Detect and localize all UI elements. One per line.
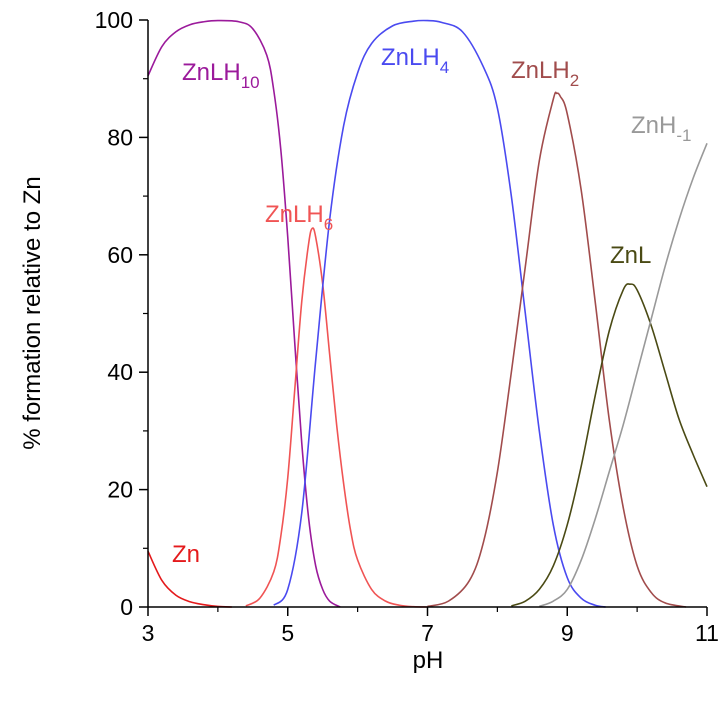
y-tick-label: 100	[95, 7, 133, 33]
series-label-znlh6: ZnLH6	[265, 201, 333, 234]
series-label-znlh10: ZnLH10	[182, 59, 260, 92]
series-label-subscript: 6	[324, 215, 333, 234]
series-layer	[147, 19, 708, 608]
series-label-main: ZnLH	[265, 201, 324, 228]
y-tick-label: 80	[107, 124, 133, 150]
x-axis-title: pH	[413, 647, 444, 674]
series-label-znlh2: ZnLH2	[511, 57, 579, 90]
series-label-znl: ZnL	[610, 242, 651, 269]
y-tick-label: 60	[107, 242, 133, 268]
series-label-main: ZnL	[610, 242, 651, 269]
series-line-znlh10	[147, 19, 341, 608]
x-tick-label: 7	[421, 620, 434, 646]
series-label-main: ZnLH	[381, 44, 440, 71]
axes-layer: 0 20 40 60 80 100 3 5 7 9 11	[95, 7, 719, 646]
series-label-subscript: 2	[570, 71, 579, 90]
y-tick-label: 40	[107, 359, 133, 385]
series-label-main: ZnH	[631, 112, 676, 139]
y-axis-title: % formation relative to Zn	[19, 176, 46, 449]
x-tick-label: 9	[561, 620, 574, 646]
x-tick-label: 5	[281, 620, 294, 646]
series-label-zn: Zn	[172, 541, 200, 568]
series-line-znlh4	[273, 19, 606, 608]
series-label-znh1: ZnH-1	[631, 112, 691, 145]
series-label-subscript: -1	[676, 126, 691, 145]
series-line-znl	[511, 283, 708, 607]
x-tick-label: 11	[695, 620, 719, 646]
x-tick-label: 3	[142, 620, 155, 646]
series-line-znlh2	[427, 91, 687, 608]
series-label-subscript: 10	[241, 73, 260, 92]
y-tick-label: 0	[120, 594, 133, 620]
series-label-subscript: 4	[440, 58, 449, 77]
series-line-znlh6	[245, 227, 428, 608]
series-label-znlh4: ZnLH4	[381, 44, 449, 77]
series-label-main: Zn	[172, 541, 200, 568]
series-label-main: ZnLH	[511, 57, 570, 84]
y-tick-label: 20	[107, 477, 133, 503]
series-label-main: ZnLH	[182, 59, 241, 86]
series-line-znh1	[539, 142, 708, 608]
